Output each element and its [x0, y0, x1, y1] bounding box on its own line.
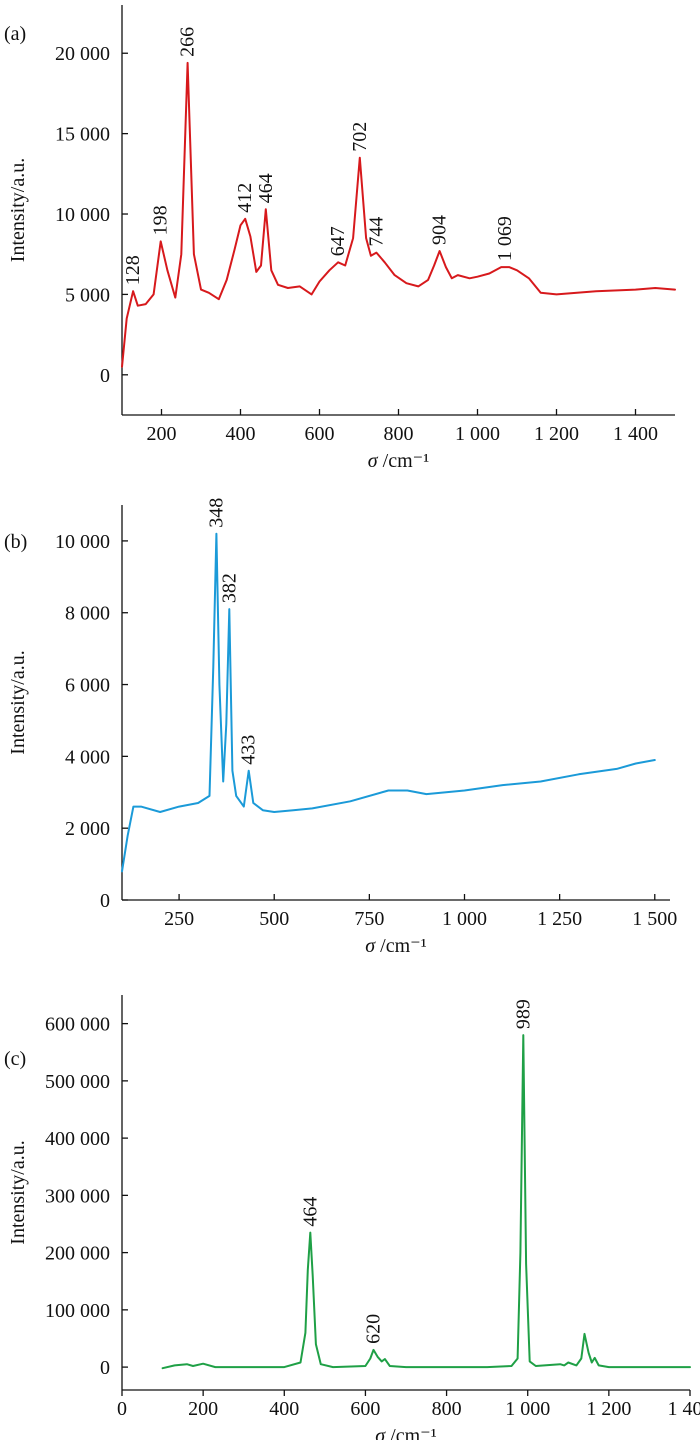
y-tick-label: 100 000 [45, 1300, 110, 1322]
peak-label: 412 [234, 183, 256, 213]
x-tick-label: 1 200 [534, 423, 579, 445]
peak-label: 1 069 [494, 216, 516, 261]
y-tick-label: 15 000 [55, 124, 110, 146]
peak-label: 702 [349, 122, 371, 152]
x-tick-label: 600 [305, 423, 335, 445]
y-axis-title: Intensity/a.u. [7, 650, 29, 754]
peak-label: 266 [177, 27, 199, 57]
peak-label: 382 [218, 573, 240, 603]
y-tick-label: 4 000 [65, 746, 110, 768]
x-axis-title: σ /cm⁻¹ [368, 450, 429, 472]
y-tick-label: 6 000 [65, 675, 110, 697]
peak-label: 464 [255, 173, 277, 203]
chart-panel: 250 500 750 1 000 1 250 1 500 0 2 000 4 000 6 000… [4, 498, 677, 957]
x-tick-label: 1 500 [632, 908, 677, 930]
y-tick-label: 10 000 [55, 531, 110, 553]
y-axis-title: Intensity/a.u. [7, 1140, 29, 1244]
y-tick-label: 300 000 [45, 1185, 110, 1207]
x-tick-label: 200 [188, 1398, 218, 1420]
peak-label: 904 [429, 215, 451, 245]
x-axis-symbol: σ [375, 1425, 386, 1440]
x-tick-label: 1 000 [442, 908, 487, 930]
x-tick-label: 1 400 [668, 1398, 700, 1420]
x-tick-label: 600 [350, 1398, 380, 1420]
y-tick-label: 2 000 [65, 818, 110, 840]
x-axis-unit: /cm⁻¹ [385, 1425, 437, 1440]
x-axis-unit: /cm⁻¹ [375, 935, 427, 957]
peak-label: 464 [299, 1197, 321, 1227]
peak-label: 128 [122, 255, 144, 285]
x-tick-label: 800 [432, 1398, 462, 1420]
x-tick-label: 400 [226, 423, 256, 445]
x-tick-label: 500 [259, 908, 289, 930]
x-tick-label: 200 [147, 423, 177, 445]
x-axis-symbol: σ [368, 450, 379, 472]
y-tick-label: 400 000 [45, 1128, 110, 1150]
y-tick-label: 5 000 [65, 284, 110, 306]
y-tick-label: 8 000 [65, 603, 110, 625]
x-tick-label: 250 [164, 908, 194, 930]
x-tick-label: 1 200 [586, 1398, 631, 1420]
spectrum-line [121, 61, 676, 368]
x-tick-label: 1 250 [537, 908, 582, 930]
y-tick-label: 10 000 [55, 204, 110, 226]
x-axis-unit: /cm⁻¹ [378, 450, 430, 472]
peak-label: 989 [512, 999, 534, 1029]
peak-label: 433 [238, 735, 260, 765]
peak-label: 647 [327, 226, 349, 256]
peak-label: 348 [205, 498, 227, 528]
panel-label: (a) [4, 23, 26, 45]
y-tick-label: 200 000 [45, 1243, 110, 1265]
y-tick-label: 0 [100, 365, 110, 387]
x-tick-label: 750 [354, 908, 384, 930]
chart-panel: 200 400 600 800 1 000 1 200 1 400 0 5 000 10 000 1… [4, 5, 676, 472]
x-axis-symbol: σ [365, 935, 376, 957]
spectrum-line [121, 532, 656, 873]
panel-label: (c) [4, 1048, 26, 1070]
y-axis-title: Intensity/a.u. [7, 158, 29, 262]
y-tick-label: 500 000 [45, 1071, 110, 1093]
x-tick-label: 400 [269, 1398, 299, 1420]
x-tick-label: 1 000 [505, 1398, 550, 1420]
peak-label: 744 [365, 217, 387, 247]
y-tick-label: 0 [100, 890, 110, 912]
chart-panel: 0 200 400 600 800 1 000 1 200 1 400 0 100 000 200 … [4, 995, 700, 1440]
y-tick-label: 0 [100, 1357, 110, 1379]
x-axis-title: σ /cm⁻¹ [375, 1425, 436, 1440]
panel-label: (b) [4, 531, 27, 553]
spectrum-line [161, 1034, 691, 1370]
y-tick-label: 20 000 [55, 43, 110, 65]
x-tick-label: 1 400 [613, 423, 658, 445]
x-tick-label: 1 000 [455, 423, 500, 445]
peak-label: 198 [150, 205, 172, 235]
y-tick-label: 600 000 [45, 1014, 110, 1036]
x-tick-label: 0 [117, 1398, 127, 1420]
x-axis-title: σ /cm⁻¹ [365, 935, 426, 957]
peak-label: 620 [363, 1314, 385, 1344]
x-tick-label: 800 [384, 423, 414, 445]
